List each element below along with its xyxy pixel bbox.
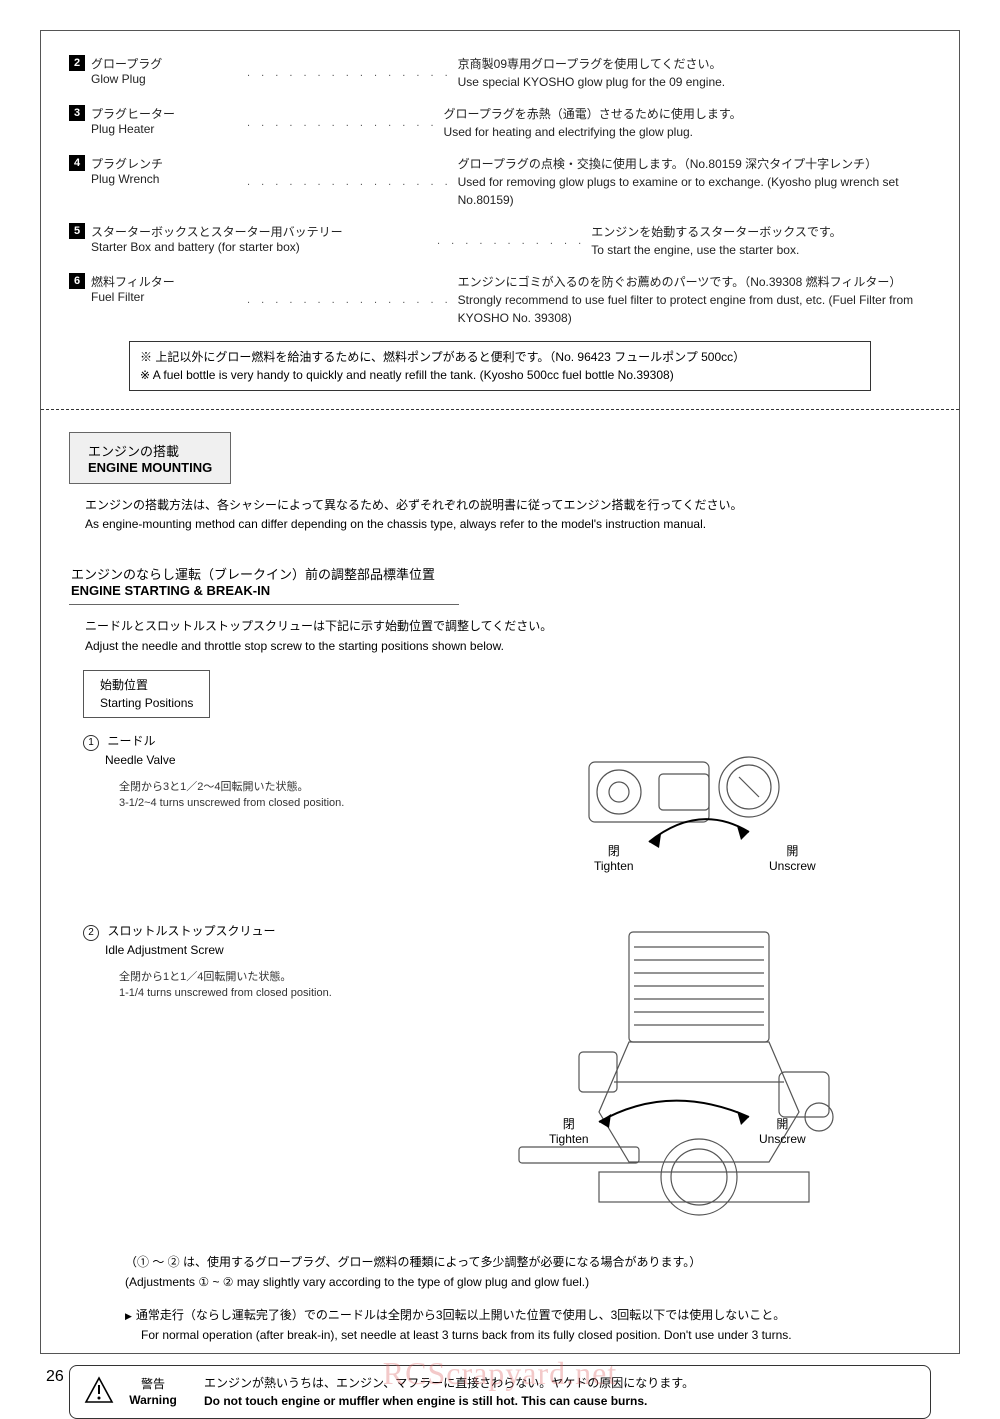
needle-valve-diagram: 閉 Tighten 開 Unscrew: [449, 732, 931, 892]
footer-notes: （① 〜 ② は、使用するグロープラグ、グロー燃料の種類によって多少調整が必要に…: [125, 1252, 931, 1346]
item-label: グロープラグ Glow Plug: [91, 55, 241, 86]
adjustment-idle-screw: 2 スロットルストップスクリュー Idle Adjustment Screw 全…: [69, 922, 931, 1222]
item-number-badge: 5: [69, 223, 85, 239]
tighten-label: 閉 Tighten: [594, 844, 634, 875]
item-number-badge: 2: [69, 55, 85, 71]
leader-dots: . . . . . . . . . . .: [431, 235, 591, 247]
adjustment-needle-valve: 1 ニードル Needle Valve 全閉から3と1／2〜4回転開いた状態。 …: [69, 732, 931, 892]
item-number-badge: 4: [69, 155, 85, 171]
items-list: 2 グロープラグ Glow Plug . . . . . . . . . . .…: [69, 55, 931, 327]
adjustment-detail: 全閉から1と1／4回転開いた状態。 1-1/4 turns unscrewed …: [119, 969, 449, 1002]
footnote-2-jp: 通常走行（ならし運転完了後）でのニードルは全閉から3回転以上開いた位置で使用し、…: [125, 1305, 931, 1325]
engine-mounting-header: エンジンの搭載 ENGINE MOUNTING: [69, 432, 231, 484]
engine-side-diagram: 閉 Tighten 開 Unscrew: [449, 922, 931, 1222]
engine-mounting-body: エンジンの搭載方法は、各シャシーによって異なるため、必ずそれぞれの説明書に従って…: [85, 496, 931, 534]
item-row: 5 スターターボックスとスターター用バッテリー Starter Box and …: [69, 223, 931, 259]
footnote-1-en: (Adjustments ① ~ ② may slightly vary acc…: [125, 1272, 931, 1292]
item-label: プラグレンチ Plug Wrench: [91, 155, 241, 186]
note-box: ※ 上記以外にグロー燃料を給油するために、燃料ポンプがあると便利です。（No. …: [129, 341, 871, 391]
item-row: 6 燃料フィルター Fuel Filter . . . . . . . . . …: [69, 273, 931, 327]
leader-dots: . . . . . . . . . . . . . . .: [241, 294, 458, 306]
unscrew-label: 開 Unscrew: [769, 844, 816, 875]
item-number-badge: 6: [69, 273, 85, 289]
starting-positions-box: 始動位置 Starting Positions: [83, 670, 210, 718]
item-label: 燃料フィルター Fuel Filter: [91, 273, 241, 304]
watermark: RCScrapyard.net: [383, 1355, 618, 1392]
warning-label: 警告 Warning: [118, 1376, 188, 1410]
unscrew-label: 開 Unscrew: [759, 1117, 806, 1148]
item-description: エンジンを始動するスターターボックスです。 To start the engin…: [591, 223, 931, 259]
item-row: 4 プラグレンチ Plug Wrench . . . . . . . . . .…: [69, 155, 931, 209]
item-description: グロープラグの点検・交換に使用します。（No.80159 深穴タイプ十字レンチ）…: [458, 155, 931, 209]
adjustment-detail: 全閉から3と1／2〜4回転開いた状態。 3-1/2~4 turns unscre…: [119, 779, 449, 812]
item-description: エンジンにゴミが入るのを防ぐお薦めのパーツです。（No.39308 燃料フィルタ…: [458, 273, 931, 327]
page-number: 26: [46, 1368, 64, 1386]
item-row: 2 グロープラグ Glow Plug . . . . . . . . . . .…: [69, 55, 931, 91]
section-divider: [41, 409, 959, 410]
footnote-1-jp: （① 〜 ② は、使用するグロープラグ、グロー燃料の種類によって多少調整が必要に…: [125, 1252, 931, 1272]
item-row: 3 プラグヒーター Plug Heater . . . . . . . . . …: [69, 105, 931, 141]
item-description: 京商製09専用グロープラグを使用してください。 Use special KYOS…: [458, 55, 931, 91]
circled-number-icon: 1: [83, 735, 99, 751]
note-en: ※ A fuel bottle is very handy to quickly…: [140, 366, 860, 384]
item-label: プラグヒーター Plug Heater: [91, 105, 241, 136]
footnote-2-en: For normal operation (after break-in), s…: [141, 1325, 931, 1345]
warning-triangle-icon: [84, 1376, 118, 1409]
tighten-label: 閉 Tighten: [549, 1117, 589, 1148]
adjustment-text: 1 ニードル Needle Valve 全閉から3と1／2〜4回転開いた状態。 …: [69, 732, 449, 812]
page-frame: 2 グロープラグ Glow Plug . . . . . . . . . . .…: [40, 30, 960, 1354]
leader-dots: . . . . . . . . . . . . . . .: [241, 176, 458, 188]
item-description: グロープラグを赤熱（通電）させるために使用します。 Used for heati…: [444, 105, 931, 141]
leader-dots: . . . . . . . . . . . . . .: [241, 117, 444, 129]
breakin-header: エンジンのならし運転（ブレークイン）前の調整部品標準位置 ENGINE STAR…: [69, 558, 459, 605]
engine-side-icon: [449, 922, 889, 1222]
adjustment-text: 2 スロットルストップスクリュー Idle Adjustment Screw 全…: [69, 922, 449, 1002]
item-label: スターターボックスとスターター用バッテリー Starter Box and ba…: [91, 223, 431, 254]
item-number-badge: 3: [69, 105, 85, 121]
leader-dots: . . . . . . . . . . . . . . .: [241, 67, 458, 79]
breakin-body: ニードルとスロットルストップスクリューは下記に示す始動位置で調整してください。 …: [85, 617, 931, 655]
note-jp: ※ 上記以外にグロー燃料を給油するために、燃料ポンプがあると便利です。（No. …: [140, 348, 860, 366]
circled-number-icon: 2: [83, 925, 99, 941]
